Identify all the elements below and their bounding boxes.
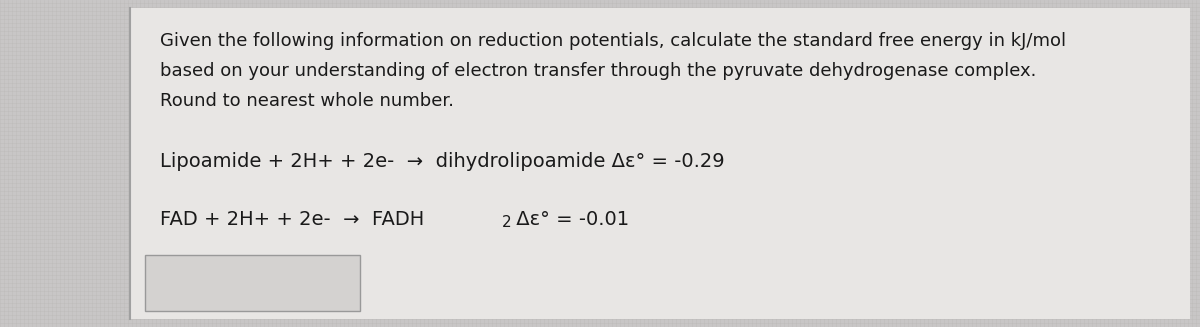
Text: Δε° = -0.01: Δε° = -0.01 <box>510 210 629 229</box>
Text: 2: 2 <box>502 215 511 230</box>
Text: Lipoamide + 2H+ + 2e-  →  dihydrolipoamide Δε° = -0.29: Lipoamide + 2H+ + 2e- → dihydrolipoamide… <box>160 152 725 171</box>
Text: based on your understanding of electron transfer through the pyruvate dehydrogen: based on your understanding of electron … <box>160 62 1037 80</box>
Bar <box>130 8 1190 319</box>
Bar <box>145 255 360 311</box>
Text: FAD + 2H+ + 2e-  →  FADH: FAD + 2H+ + 2e- → FADH <box>160 210 425 229</box>
Text: Given the following information on reduction potentials, calculate the standard : Given the following information on reduc… <box>160 32 1066 50</box>
Text: Round to nearest whole number.: Round to nearest whole number. <box>160 92 454 110</box>
